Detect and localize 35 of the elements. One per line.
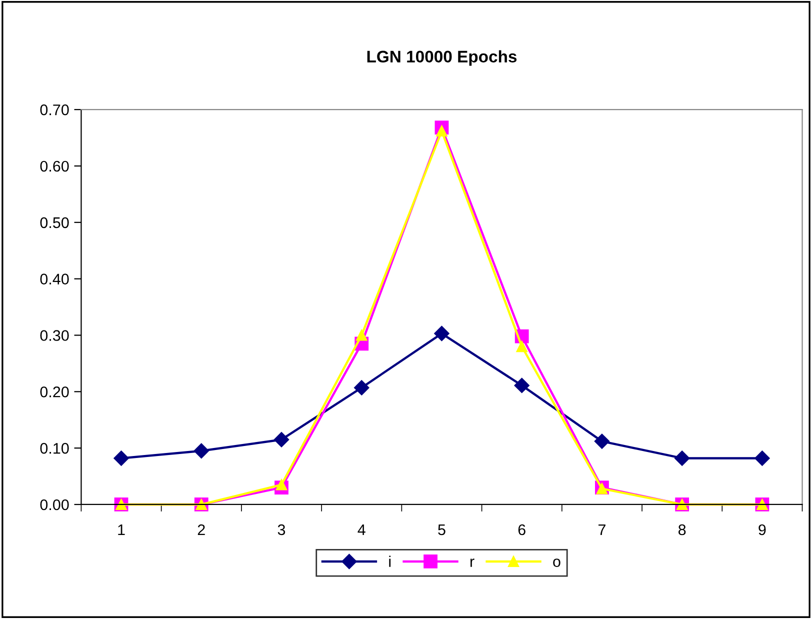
y-tick-label: 0.40 [40, 274, 69, 284]
point [596, 483, 608, 494]
y-tick-label: 0.20 [40, 386, 69, 398]
legend-label: r [470, 558, 474, 567]
x-tick-label: 3 [278, 524, 286, 536]
x-tick-label: 8 [678, 524, 686, 536]
x-tick-label: 5 [438, 524, 446, 536]
point [356, 330, 368, 341]
point [674, 450, 690, 466]
y-tick-label: 0.30 [40, 330, 69, 341]
x-tick-label: 7 [598, 524, 606, 535]
x-tick-label: 2 [198, 524, 205, 535]
point [436, 125, 448, 137]
point [594, 434, 610, 449]
legend-label: o [553, 558, 560, 567]
x-tick-label: 9 [758, 524, 766, 536]
y-tick-label: 0.60 [40, 160, 69, 172]
point [516, 340, 528, 352]
point [276, 479, 288, 490]
x-tick-label: 1 [118, 524, 125, 535]
legend-label: i [389, 556, 391, 567]
y-tick-label: 0.00 [40, 499, 69, 510]
chart-title: LGN 10000 Epochs [367, 50, 517, 66]
point [754, 450, 770, 466]
point [274, 432, 290, 448]
x-tick-label: 6 [518, 524, 526, 536]
y-tick-label: 0.10 [40, 442, 69, 454]
point [354, 380, 370, 396]
y-tick-label: 0.70 [40, 104, 69, 116]
y-tick-label: 0.50 [40, 217, 69, 228]
point [194, 443, 209, 458]
x-tick-label: 4 [358, 524, 366, 535]
point [114, 450, 129, 466]
point [434, 326, 450, 342]
point [514, 378, 530, 394]
